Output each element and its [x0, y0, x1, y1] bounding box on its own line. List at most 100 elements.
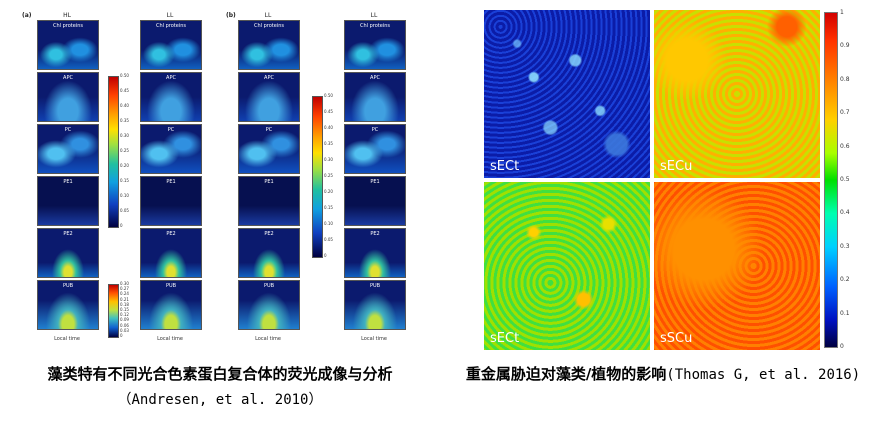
heatmap-panel-label: APC: [63, 75, 73, 81]
heatmap-panel-label: PC: [371, 127, 379, 133]
colorbar-tick-label: 0.40: [120, 103, 129, 108]
heatmap-panel: PE1: [37, 176, 99, 226]
column-title-ll-b1: LL: [264, 12, 272, 19]
colorbar-tick-label: 0.15: [120, 307, 129, 312]
colorbar-tick-label: 0.2: [840, 276, 850, 284]
heatmap-panel-label: PUB: [62, 283, 74, 289]
heatmap-panel-label: PE1: [166, 179, 176, 185]
column-title-ll-a: LL: [166, 12, 174, 19]
heatmap-panel: PC: [238, 124, 300, 174]
heatmap-panel: PC: [140, 124, 202, 174]
heatmap-panel-label: APC: [166, 75, 176, 81]
colorbar-tick-label: 0.30: [324, 157, 333, 162]
colorbar-tick-label: 0.18: [120, 301, 129, 307]
heatmap-panel-label: Chl proteins: [359, 23, 391, 29]
heatmap-panel: Chl proteins: [37, 20, 99, 70]
heatmap-panel: PC: [344, 124, 406, 174]
heatmap-panel: APC: [238, 72, 300, 122]
colorbar-tick-label: 0.6: [840, 142, 850, 150]
left-figure: (a) (b) HL LL LL LL Chl proteins Chl prot…: [0, 0, 440, 350]
heatmap-panel: PUB: [140, 280, 202, 330]
colorbar-tick-label: 0.06: [120, 322, 129, 328]
right-caption-citation: (Thomas G, et al. 2016): [666, 367, 861, 383]
heatmap-panel: PE2: [344, 228, 406, 278]
heatmap-panel-label: PC: [265, 127, 273, 133]
colorbar-tick-label: 0.30: [120, 133, 129, 138]
heatmap-panel: PC: [37, 124, 99, 174]
colorbar-tick-label: 0: [120, 333, 123, 338]
left-caption: 藻类特有不同光合色素蛋白复合体的荧光成像与分析 （Andresen, et al…: [0, 362, 440, 413]
colorbar-tick-label: 0.27: [120, 286, 129, 292]
colorbar-tick-label: 0.09: [120, 317, 129, 323]
colorbar-tick-label: 0.3: [840, 242, 850, 250]
colorbar-tick-label: 0.35: [324, 141, 333, 146]
quadrant-label-4: sSCu: [660, 331, 693, 346]
left-caption-citation: （Andresen, et al. 2010）: [117, 392, 323, 408]
heatmap-panel: APC: [37, 72, 99, 122]
heatmap-panel-label: PUB: [263, 283, 275, 289]
colorbar-tick-label: 0.5: [840, 176, 850, 183]
colorbar-tick-label: 0.05: [120, 208, 129, 213]
colorbar-tick-label: 0.1: [840, 309, 850, 317]
colorbar-upper: [108, 76, 119, 228]
colorbar-tick-label: 1: [840, 9, 844, 16]
colorbar-tick-label: 0.4: [840, 209, 850, 217]
heatmap-panel: PUB: [238, 280, 300, 330]
quadrant-label-3: sECt: [490, 331, 520, 346]
colorbar-tick-label: 0.25: [324, 173, 333, 178]
colorbar-tick-label: 0: [120, 223, 123, 228]
heatmap-panel-label: PE1: [63, 179, 73, 185]
panel-b-letter: (b): [226, 12, 236, 19]
heatmap-panel-label: PE1: [264, 179, 274, 185]
heatmap-panel-label: PE2: [370, 231, 380, 237]
colorbar-tick-label: 0.9: [840, 42, 850, 50]
colorbar-tick-label: 0: [324, 253, 327, 258]
heatmap-panel: PE2: [37, 228, 99, 278]
colorbar-tick-label: 0.50: [324, 93, 333, 98]
heatmap-panel: PE2: [238, 228, 300, 278]
colorbar-b: [312, 96, 323, 258]
colorbar-tick-label: 0.25: [120, 148, 129, 153]
right-figure: sECt sECu sECt sSCu 1 0.9 0.8 0.7 0.6 0.5 0.4 0…: [484, 9, 854, 350]
colorbar-tick-label: 0.20: [324, 189, 333, 194]
heatmap-panel-label: APC: [370, 75, 380, 81]
quadrant-label-1: sECt: [490, 159, 520, 174]
quadrant-top-right: sECu: [654, 10, 820, 178]
heatmap-panel-label: PC: [167, 127, 175, 133]
right-colorbar: [824, 12, 838, 348]
colorbar-tick-label: 0.05: [324, 237, 333, 242]
heatmap-panel-label: PUB: [165, 283, 177, 289]
colorbar-tick-label: 0.10: [120, 193, 129, 198]
right-caption-title: 重金属胁迫对藻类/植物的影响: [465, 365, 667, 383]
heatmap-panel-label: PE2: [264, 231, 274, 237]
heatmap-panel-label: PE2: [166, 231, 176, 237]
heatmap-panel: PE2: [140, 228, 202, 278]
heatmap-panel: PE1: [344, 176, 406, 226]
heatmap-panel-label: APC: [264, 75, 274, 81]
heatmap-panel: APC: [344, 72, 406, 122]
heatmap-panel-label: PE1: [370, 179, 380, 185]
colorbar-tick-label: 0.50: [120, 73, 129, 78]
colorbar-tick-label: 0.21: [120, 296, 129, 302]
heatmap-panel: Chl proteins: [140, 20, 202, 70]
colorbar-tick-label: 0.45: [120, 88, 129, 93]
column-title-hl: HL: [63, 12, 71, 19]
colorbar-tick-label: 0.10: [324, 221, 333, 226]
heatmap-panel-label: PUB: [369, 283, 381, 289]
quadrant-label-2: sECu: [660, 159, 693, 174]
x-axis-label-4: Local time: [361, 336, 387, 342]
heatmap-panel-label: Chl proteins: [253, 23, 285, 29]
colorbar-tick-label: 0.35: [120, 118, 129, 123]
heatmap-panel: PUB: [344, 280, 406, 330]
colorbar-tick-label: 0.20: [120, 163, 129, 168]
colorbar-lower: [108, 284, 119, 338]
colorbar-tick-label: 0.03: [120, 327, 129, 333]
panel-a-letter: (a): [22, 12, 32, 19]
x-axis-label-3: Local time: [255, 336, 281, 342]
x-axis-label-1: Local time: [54, 336, 80, 342]
colorbar-tick-label: 0.15: [120, 178, 129, 183]
colorbar-tick-label: 0.40: [324, 125, 333, 130]
column-title-ll-b2: LL: [370, 12, 378, 19]
x-axis-label-2: Local time: [157, 336, 183, 342]
heatmap-panel: PE1: [140, 176, 202, 226]
